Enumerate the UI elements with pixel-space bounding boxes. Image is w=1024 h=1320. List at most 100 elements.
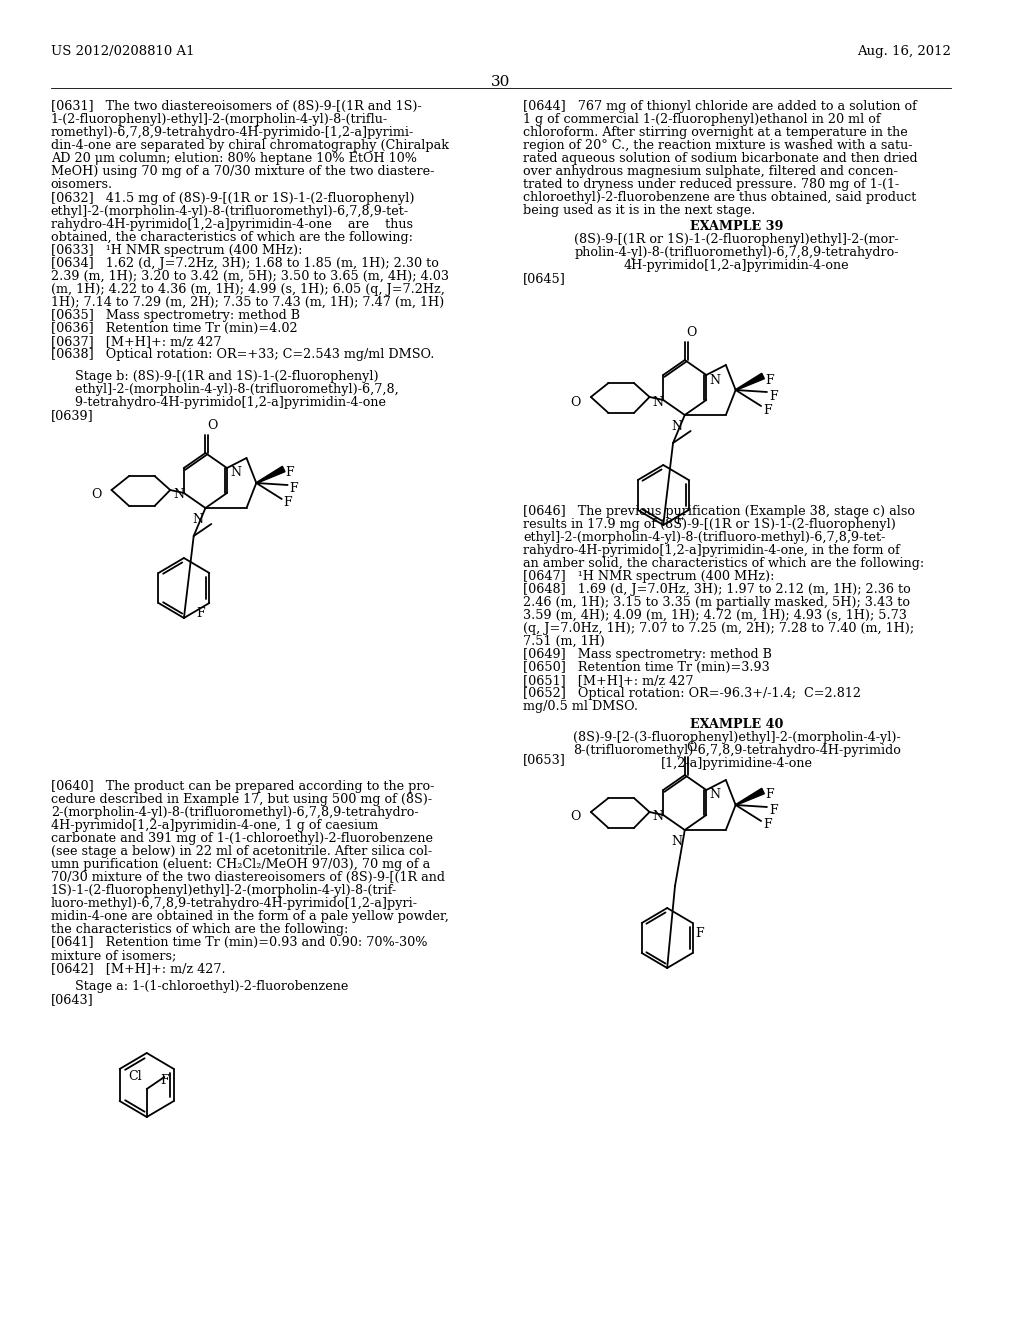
Text: 1S)-1-(2-fluorophenyl)ethyl]-2-(morpholin-4-yl)-8-(trif-: 1S)-1-(2-fluorophenyl)ethyl]-2-(morpholi… xyxy=(51,884,397,898)
Text: 4H-pyrimido[1,2-a]pyrimidin-4-one: 4H-pyrimido[1,2-a]pyrimidin-4-one xyxy=(624,259,850,272)
Text: [0637]   [M+H]+: m/z 427: [0637] [M+H]+: m/z 427 xyxy=(51,335,221,348)
Text: Stage b: (8S)-9-[(1R and 1S)-1-(2-fluorophenyl): Stage b: (8S)-9-[(1R and 1S)-1-(2-fluoro… xyxy=(51,370,379,383)
Text: 70/30 mixture of the two diastereoisomers of (8S)-9-[(1R and: 70/30 mixture of the two diastereoisomer… xyxy=(51,871,444,884)
Text: 4H-pyrimido[1,2-a]pyrimidin-4-one, 1 g of caesium: 4H-pyrimido[1,2-a]pyrimidin-4-one, 1 g o… xyxy=(51,818,378,832)
Text: O: O xyxy=(570,396,581,408)
Polygon shape xyxy=(256,466,285,483)
Text: pholin-4-yl)-8-(trifluoromethyl)-6,7,8,9-tetrahydro-: pholin-4-yl)-8-(trifluoromethyl)-6,7,8,9… xyxy=(574,246,899,259)
Text: rated aqueous solution of sodium bicarbonate and then dried: rated aqueous solution of sodium bicarbo… xyxy=(523,152,918,165)
Text: 1 g of commercial 1-(2-fluorophenyl)ethanol in 20 ml of: 1 g of commercial 1-(2-fluorophenyl)etha… xyxy=(523,114,881,125)
Text: F: F xyxy=(695,927,705,940)
Text: [0638]   Optical rotation: OR=+33; C=2.543 mg/ml DMSO.: [0638] Optical rotation: OR=+33; C=2.543… xyxy=(51,348,434,360)
Text: N: N xyxy=(672,836,683,847)
Text: MeOH) using 70 mg of a 70/30 mixture of the two diastere-: MeOH) using 70 mg of a 70/30 mixture of … xyxy=(51,165,434,178)
Text: carbonate and 391 mg of 1-(1-chloroethyl)-2-fluorobenzene: carbonate and 391 mg of 1-(1-chloroethyl… xyxy=(51,832,433,845)
Text: F: F xyxy=(769,389,777,403)
Text: (8S)-9-[(1R or 1S)-1-(2-fluorophenyl)ethyl]-2-(mor-: (8S)-9-[(1R or 1S)-1-(2-fluorophenyl)eth… xyxy=(574,234,899,246)
Text: [0634]   1.62 (d, J=7.2Hz, 3H); 1.68 to 1.85 (m, 1H); 2.30 to: [0634] 1.62 (d, J=7.2Hz, 3H); 1.68 to 1.… xyxy=(51,257,438,271)
Text: an amber solid, the characteristics of which are the following:: an amber solid, the characteristics of w… xyxy=(523,557,925,570)
Polygon shape xyxy=(735,788,764,805)
Text: 2.46 (m, 1H); 3.15 to 3.35 (m partially masked, 5H); 3.43 to: 2.46 (m, 1H); 3.15 to 3.35 (m partially … xyxy=(523,597,910,609)
Text: 8-(trifluoromethyl)-6,7,8,9-tetrahydro-4H-pyrimido: 8-(trifluoromethyl)-6,7,8,9-tetrahydro-4… xyxy=(572,744,900,756)
Text: (see stage a below) in 22 ml of acetonitrile. After silica col-: (see stage a below) in 22 ml of acetonit… xyxy=(51,845,432,858)
Text: N: N xyxy=(710,374,720,387)
Text: F: F xyxy=(765,374,773,387)
Text: N: N xyxy=(173,488,184,502)
Text: [0632]   41.5 mg of (8S)-9-[(1R or 1S)-1-(2-fluorophenyl): [0632] 41.5 mg of (8S)-9-[(1R or 1S)-1-(… xyxy=(51,191,415,205)
Text: (8S)-9-[2-(3-fluorophenyl)ethyl]-2-(morpholin-4-yl)-: (8S)-9-[2-(3-fluorophenyl)ethyl]-2-(morp… xyxy=(572,731,900,744)
Text: [0646]   The previous purification (Example 38, stage c) also: [0646] The previous purification (Exampl… xyxy=(523,506,915,517)
Text: 2.39 (m, 1H); 3.20 to 3.42 (m, 5H); 3.50 to 3.65 (m, 4H); 4.03: 2.39 (m, 1H); 3.20 to 3.42 (m, 5H); 3.50… xyxy=(51,271,449,282)
Text: F: F xyxy=(763,818,772,832)
Text: region of 20° C., the reaction mixture is washed with a satu-: region of 20° C., the reaction mixture i… xyxy=(523,139,912,152)
Text: ethyl]-2-(morpholin-4-yl)-8-(trifluoromethyl)-6,7,8,9-tet-: ethyl]-2-(morpholin-4-yl)-8-(trifluorome… xyxy=(51,205,409,218)
Text: O: O xyxy=(208,418,218,432)
Text: F: F xyxy=(765,788,773,801)
Text: over anhydrous magnesium sulphate, filtered and concen-: over anhydrous magnesium sulphate, filte… xyxy=(523,165,898,178)
Text: romethyl)-6,7,8,9-tetrahydro-4H-pyrimido-[1,2-a]pyrimi-: romethyl)-6,7,8,9-tetrahydro-4H-pyrimido… xyxy=(51,125,414,139)
Text: 3.59 (m, 4H); 4.09 (m, 1H); 4.72 (m, 1H); 4.93 (s, 1H); 5.73: 3.59 (m, 4H); 4.09 (m, 1H); 4.72 (m, 1H)… xyxy=(523,609,907,622)
Text: mixture of isomers;: mixture of isomers; xyxy=(51,949,176,962)
Text: [0650]   Retention time Tr (min)=3.93: [0650] Retention time Tr (min)=3.93 xyxy=(523,661,770,675)
Text: umn purification (eluent: CH₂Cl₂/MeOH 97/03), 70 mg of a: umn purification (eluent: CH₂Cl₂/MeOH 97… xyxy=(51,858,430,871)
Text: N: N xyxy=(710,788,720,801)
Text: Aug. 16, 2012: Aug. 16, 2012 xyxy=(857,45,951,58)
Text: F: F xyxy=(161,1074,169,1086)
Text: N: N xyxy=(652,810,664,824)
Text: [0653]: [0653] xyxy=(523,752,566,766)
Text: N: N xyxy=(193,513,204,525)
Text: [0640]   The product can be prepared according to the pro-: [0640] The product can be prepared accor… xyxy=(51,780,434,793)
Text: AD 20 μm column; elution: 80% heptane 10% EtOH 10%: AD 20 μm column; elution: 80% heptane 10… xyxy=(51,152,417,165)
Text: cedure described in Example 17, but using 500 mg of (8S)-: cedure described in Example 17, but usin… xyxy=(51,793,432,807)
Text: being used as it is in the next stage.: being used as it is in the next stage. xyxy=(523,205,756,216)
Text: N: N xyxy=(652,396,664,408)
Text: midin-4-one are obtained in the form of a pale yellow powder,: midin-4-one are obtained in the form of … xyxy=(51,909,449,923)
Text: O: O xyxy=(570,810,581,824)
Text: chloroethyl)-2-fluorobenzene are thus obtained, said product: chloroethyl)-2-fluorobenzene are thus ob… xyxy=(523,191,916,205)
Text: [0631]   The two diastereoisomers of (8S)-9-[(1R and 1S)-: [0631] The two diastereoisomers of (8S)-… xyxy=(51,100,422,114)
Text: obtained, the characteristics of which are the following:: obtained, the characteristics of which a… xyxy=(51,231,413,244)
Text: oisomers.: oisomers. xyxy=(51,178,113,191)
Text: F: F xyxy=(196,607,205,620)
Text: [1,2-a]pyrimidine-4-one: [1,2-a]pyrimidine-4-one xyxy=(660,756,813,770)
Text: [0651]   [M+H]+: m/z 427: [0651] [M+H]+: m/z 427 xyxy=(523,675,694,686)
Text: F: F xyxy=(763,404,772,417)
Text: [0645]: [0645] xyxy=(523,272,566,285)
Text: (q, J=7.0Hz, 1H); 7.07 to 7.25 (m, 2H); 7.28 to 7.40 (m, 1H);: (q, J=7.0Hz, 1H); 7.07 to 7.25 (m, 2H); … xyxy=(523,622,914,635)
Text: din-4-one are separated by chiral chromatography (Chiralpak: din-4-one are separated by chiral chroma… xyxy=(51,139,449,152)
Text: 30: 30 xyxy=(492,75,511,88)
Text: F: F xyxy=(769,804,777,817)
Text: [0647]   ¹H NMR spectrum (400 MHz):: [0647] ¹H NMR spectrum (400 MHz): xyxy=(523,570,775,583)
Text: N: N xyxy=(672,420,683,433)
Text: O: O xyxy=(687,326,697,339)
Text: chloroform. After stirring overnight at a temperature in the: chloroform. After stirring overnight at … xyxy=(523,125,908,139)
Text: luoro-methyl)-6,7,8,9-tetrahydro-4H-pyrimido[1,2-a]pyri-: luoro-methyl)-6,7,8,9-tetrahydro-4H-pyri… xyxy=(51,898,418,909)
Text: [0644]   767 mg of thionyl chloride are added to a solution of: [0644] 767 mg of thionyl chloride are ad… xyxy=(523,100,918,114)
Text: [0641]   Retention time Tr (min)=0.93 and 0.90: 70%-30%: [0641] Retention time Tr (min)=0.93 and … xyxy=(51,936,427,949)
Text: (m, 1H); 4.22 to 4.36 (m, 1H); 4.99 (s, 1H); 6.05 (q, J=7.2Hz,: (m, 1H); 4.22 to 4.36 (m, 1H); 4.99 (s, … xyxy=(51,282,444,296)
Text: rahydro-4H-pyrimido[1,2-a]pyrimidin-4-one, in the form of: rahydro-4H-pyrimido[1,2-a]pyrimidin-4-on… xyxy=(523,544,900,557)
Text: [0652]   Optical rotation: OR=-96.3+/-1.4;  C=2.812: [0652] Optical rotation: OR=-96.3+/-1.4;… xyxy=(523,686,861,700)
Polygon shape xyxy=(735,374,764,391)
Text: O: O xyxy=(91,488,101,502)
Text: F: F xyxy=(675,513,684,527)
Text: F: F xyxy=(284,496,292,510)
Text: [0648]   1.69 (d, J=7.0Hz, 3H); 1.97 to 2.12 (m, 1H); 2.36 to: [0648] 1.69 (d, J=7.0Hz, 3H); 1.97 to 2.… xyxy=(523,583,911,597)
Text: Stage a: 1-(1-chloroethyl)-2-fluorobenzene: Stage a: 1-(1-chloroethyl)-2-fluorobenze… xyxy=(51,979,348,993)
Text: EXAMPLE 40: EXAMPLE 40 xyxy=(690,718,783,731)
Text: [0639]: [0639] xyxy=(51,409,93,422)
Text: rahydro-4H-pyrimido[1,2-a]pyrimidin-4-one    are    thus: rahydro-4H-pyrimido[1,2-a]pyrimidin-4-on… xyxy=(51,218,413,231)
Text: F: F xyxy=(290,483,298,495)
Text: mg/0.5 ml DMSO.: mg/0.5 ml DMSO. xyxy=(523,700,638,713)
Text: EXAMPLE 39: EXAMPLE 39 xyxy=(690,220,783,234)
Text: [0649]   Mass spectrometry: method B: [0649] Mass spectrometry: method B xyxy=(523,648,772,661)
Text: results in 17.9 mg of (8S)-9-[(1R or 1S)-1-(2-fluorophenyl): results in 17.9 mg of (8S)-9-[(1R or 1S)… xyxy=(523,517,896,531)
Text: [0636]   Retention time Tr (min)=4.02: [0636] Retention time Tr (min)=4.02 xyxy=(51,322,298,335)
Text: [0643]: [0643] xyxy=(51,993,93,1006)
Text: 2-(morpholin-4-yl)-8-(trifluoromethyl)-6,7,8,9-tetrahydro-: 2-(morpholin-4-yl)-8-(trifluoromethyl)-6… xyxy=(51,807,419,818)
Text: 1H); 7.14 to 7.29 (m, 2H); 7.35 to 7.43 (m, 1H); 7.47 (m, 1H): 1H); 7.14 to 7.29 (m, 2H); 7.35 to 7.43 … xyxy=(51,296,444,309)
Text: the characteristics of which are the following:: the characteristics of which are the fol… xyxy=(51,923,348,936)
Text: 9-tetrahydro-4H-pyrimido[1,2-a]pyrimidin-4-one: 9-tetrahydro-4H-pyrimido[1,2-a]pyrimidin… xyxy=(51,396,386,409)
Text: [0633]   ¹H NMR spectrum (400 MHz):: [0633] ¹H NMR spectrum (400 MHz): xyxy=(51,244,302,257)
Text: ethyl]-2-(morpholin-4-yl)-8-(trifluoromethyl)-6,7,8,: ethyl]-2-(morpholin-4-yl)-8-(trifluorome… xyxy=(51,383,398,396)
